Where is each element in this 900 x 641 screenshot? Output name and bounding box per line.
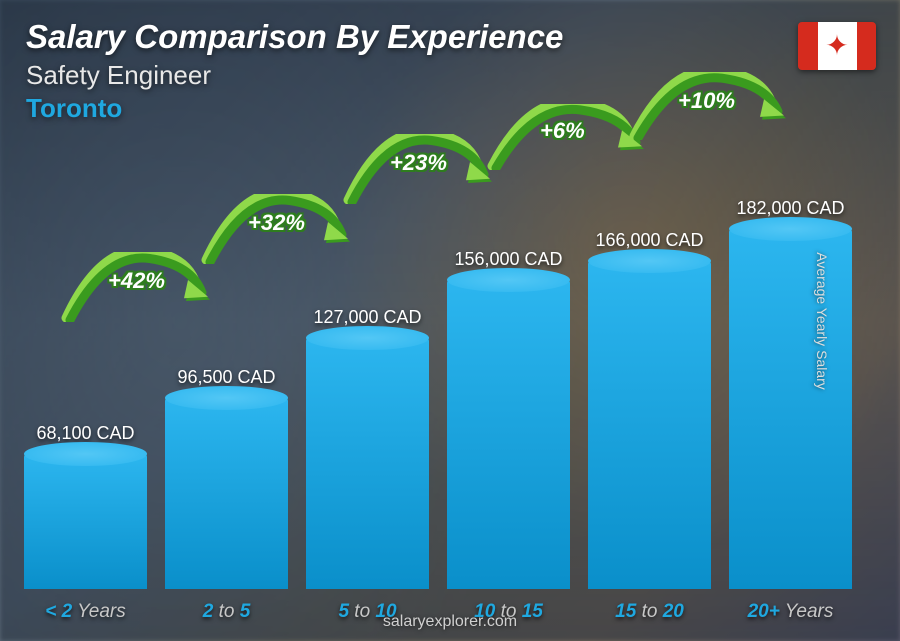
header: Salary Comparison By Experience Safety E…	[26, 18, 563, 124]
bar	[24, 454, 147, 589]
bar-wrap: 96,500 CAD2 to 5	[165, 367, 288, 589]
bar-top-ellipse	[729, 217, 852, 241]
pct-increase-badge: +10%	[678, 88, 735, 114]
bar-top-ellipse	[24, 442, 147, 466]
bar-wrap: 127,000 CAD5 to 10	[306, 307, 429, 589]
bar-top-ellipse	[165, 386, 288, 410]
pct-increase-badge: +23%	[390, 150, 447, 176]
bar-value-label: 96,500 CAD	[177, 367, 275, 388]
bar-value-label: 156,000 CAD	[454, 249, 562, 270]
pct-increase-badge: +32%	[248, 210, 305, 236]
bar-top-ellipse	[447, 268, 570, 292]
bar-top-ellipse	[588, 249, 711, 273]
maple-leaf-icon: ✦	[825, 32, 848, 60]
pct-increase-badge: +6%	[540, 118, 585, 144]
bar-wrap: 166,000 CAD15 to 20	[588, 230, 711, 589]
chart-title: Salary Comparison By Experience	[26, 18, 563, 56]
bar-value-label: 166,000 CAD	[595, 230, 703, 251]
pct-increase-badge: +42%	[108, 268, 165, 294]
bar-value-label: 127,000 CAD	[313, 307, 421, 328]
chart-location: Toronto	[26, 93, 563, 124]
footer-attribution: salaryexplorer.com	[0, 613, 900, 631]
bar	[165, 398, 288, 589]
bar-wrap: 68,100 CAD< 2 Years	[24, 423, 147, 589]
bar-value-label: 68,100 CAD	[36, 423, 134, 444]
bar-top-ellipse	[306, 326, 429, 350]
bar	[729, 229, 852, 589]
bar-value-label: 182,000 CAD	[736, 198, 844, 219]
chart-subtitle: Safety Engineer	[26, 60, 563, 91]
y-axis-label: Average Yearly Salary	[813, 252, 829, 390]
bar	[447, 280, 570, 589]
bar-wrap: 182,000 CAD20+ Years	[729, 198, 852, 589]
salary-bar-chart: 68,100 CAD< 2 Years96,500 CAD2 to 5127,0…	[24, 149, 852, 589]
bar	[588, 261, 711, 589]
bar	[306, 338, 429, 589]
flag-canada-icon: ✦	[798, 22, 876, 70]
bar-wrap: 156,000 CAD10 to 15	[447, 249, 570, 589]
